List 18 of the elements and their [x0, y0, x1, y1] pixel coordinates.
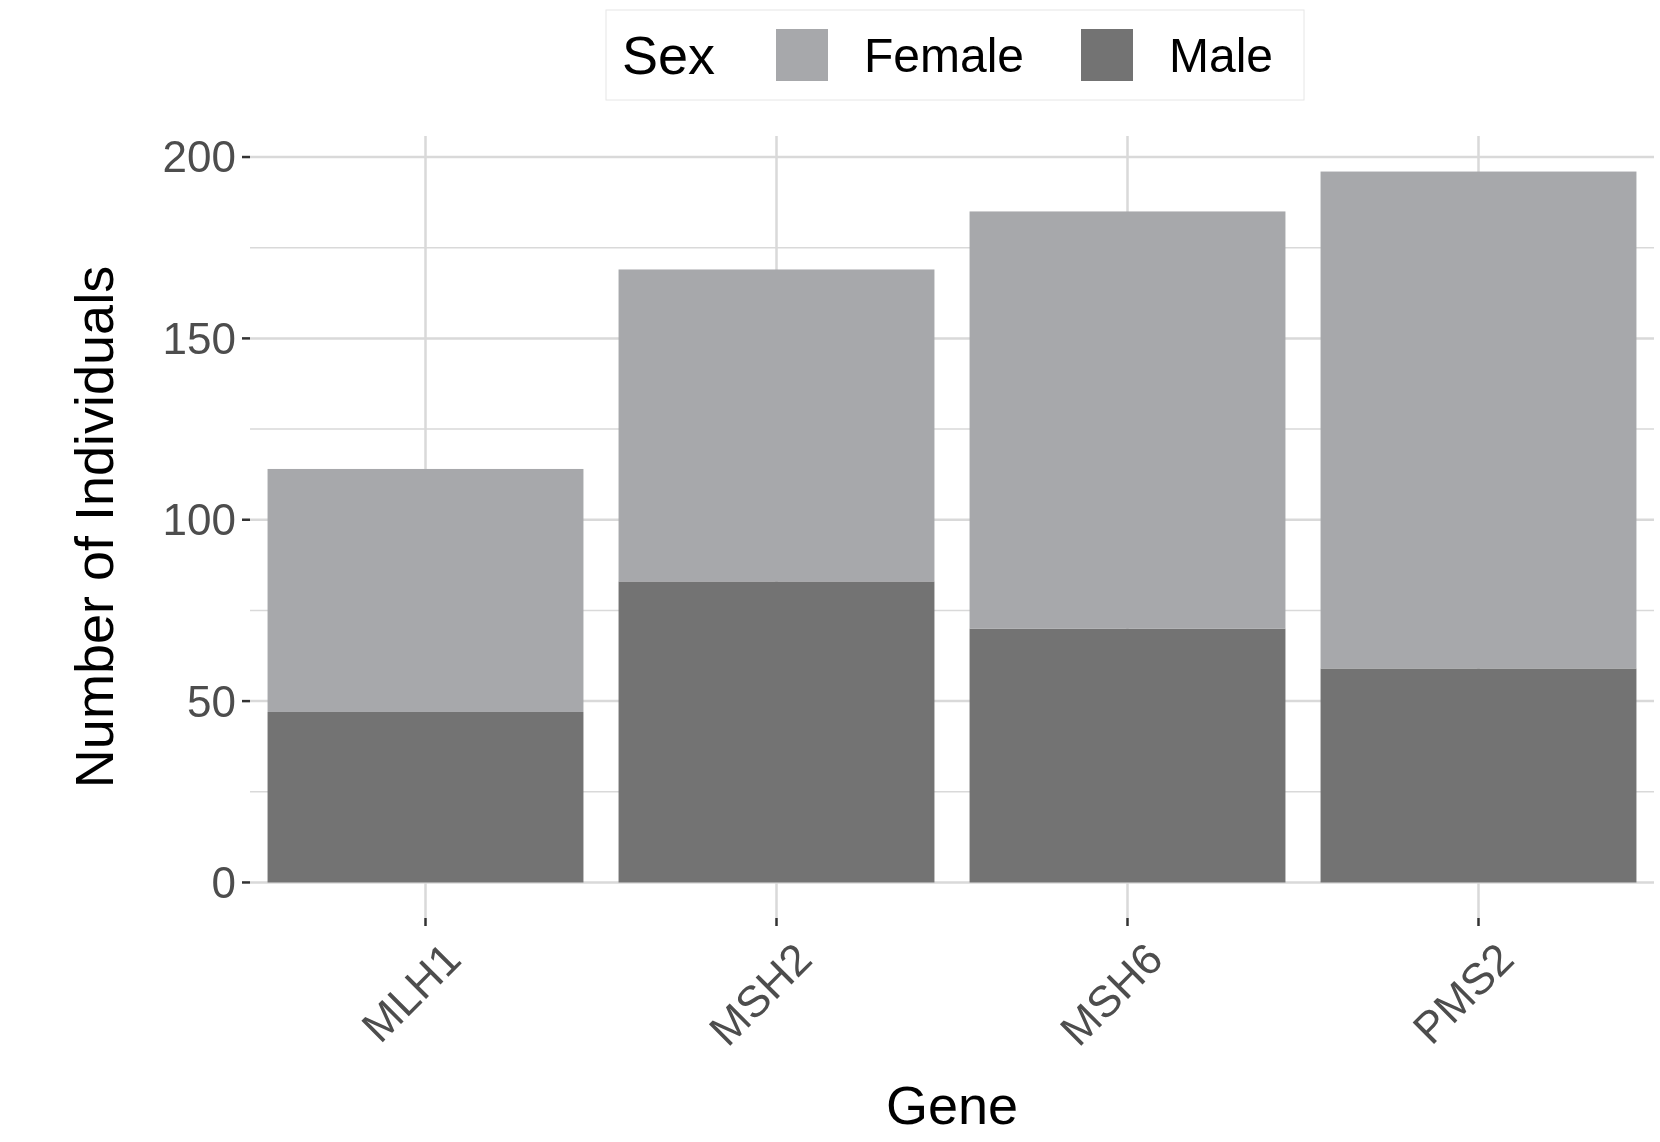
y-tick-label: 50	[187, 676, 236, 726]
legend-title: Sex	[622, 25, 716, 85]
bar	[1320, 668, 1637, 883]
bar	[969, 211, 1286, 629]
x-axis-title: Gene	[885, 1075, 1019, 1135]
legend-label: Male	[1169, 29, 1274, 82]
bar	[267, 711, 584, 883]
y-tick-label: 0	[211, 857, 236, 907]
y-tick-label: 150	[162, 313, 236, 363]
y-axis-title: Number of Individuals	[64, 265, 124, 789]
legend-label: Female	[864, 29, 1025, 82]
bar	[618, 269, 935, 582]
y-tick-label: 200	[162, 132, 236, 182]
bar	[969, 628, 1286, 883]
y-tick-label: 100	[162, 495, 236, 545]
bar	[1320, 171, 1637, 669]
bar	[618, 581, 935, 883]
bar	[267, 468, 584, 712]
